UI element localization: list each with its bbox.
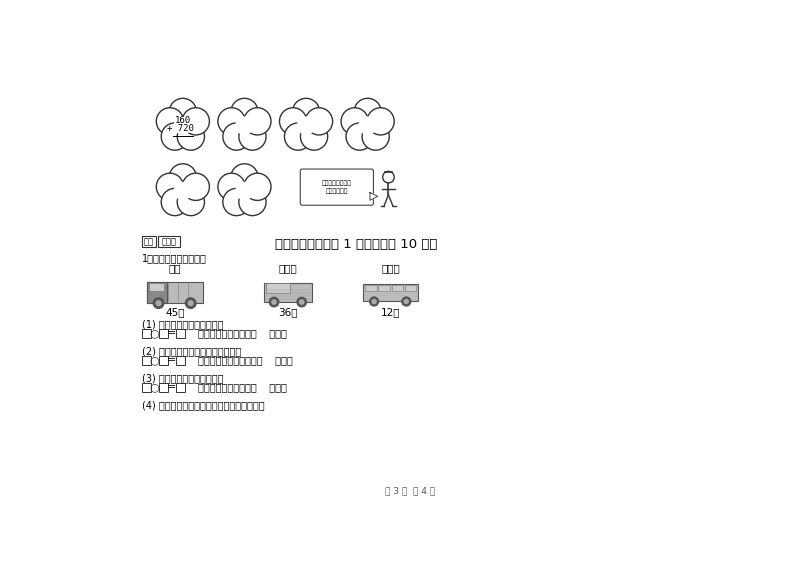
Circle shape [218, 173, 245, 201]
Text: 答：面包车和大客车共（    ）辆。: 答：面包车和大客车共（ ）辆。 [198, 355, 293, 366]
Text: 要认真写字，可爱
的动动脑呢！: 要认真写字，可爱 的动动脑呢！ [322, 180, 352, 194]
Circle shape [170, 164, 197, 191]
Bar [391, 285, 403, 292]
Text: =: = [166, 383, 176, 392]
Circle shape [188, 301, 193, 306]
Circle shape [231, 164, 258, 191]
Text: + 720: + 720 [167, 124, 194, 133]
Circle shape [367, 108, 394, 135]
Circle shape [156, 108, 183, 135]
Circle shape [162, 188, 189, 216]
Text: 36辆: 36辆 [278, 307, 298, 317]
Text: (4) 你还能提出什么数学问题并列式解答吗？: (4) 你还能提出什么数学问题并列式解答吗？ [142, 400, 265, 410]
Circle shape [346, 123, 374, 150]
Circle shape [162, 123, 189, 150]
Circle shape [354, 98, 382, 125]
Bar [142, 236, 156, 247]
Circle shape [156, 173, 183, 201]
Circle shape [235, 116, 254, 135]
Text: 45辆: 45辆 [166, 307, 185, 317]
Text: (1) 卡车比面包车多多少辆？: (1) 卡车比面包车多多少辆？ [142, 319, 223, 329]
Circle shape [285, 123, 312, 150]
Circle shape [223, 188, 250, 216]
Circle shape [244, 173, 271, 201]
Bar [405, 285, 416, 292]
Bar [363, 284, 418, 301]
Text: (2) 面包车和大客车一共有多少辆？: (2) 面包车和大客车一共有多少辆？ [142, 346, 242, 356]
Circle shape [186, 298, 196, 308]
Circle shape [235, 182, 254, 200]
Text: 大客车: 大客车 [382, 263, 400, 273]
Circle shape [382, 171, 394, 183]
Circle shape [299, 300, 304, 304]
Circle shape [272, 300, 276, 304]
Text: ○: ○ [150, 383, 159, 392]
Text: =: = [166, 355, 176, 366]
Circle shape [279, 108, 306, 135]
Circle shape [156, 301, 161, 306]
Bar [147, 282, 203, 303]
Circle shape [358, 116, 377, 135]
Circle shape [223, 123, 250, 150]
Bar [266, 284, 290, 293]
Text: 160: 160 [174, 116, 191, 125]
Circle shape [402, 297, 410, 306]
Bar [176, 329, 185, 338]
Bar [142, 356, 151, 365]
Text: 面包车: 面包车 [279, 263, 298, 273]
Text: 评卷人: 评卷人 [162, 237, 177, 246]
Text: 1、根据图片信息解题。: 1、根据图片信息解题。 [142, 253, 207, 263]
Circle shape [341, 108, 368, 135]
Circle shape [239, 188, 266, 216]
Bar [159, 329, 168, 338]
Circle shape [372, 299, 376, 303]
Bar [176, 356, 185, 365]
Circle shape [178, 123, 205, 150]
Circle shape [301, 123, 328, 150]
Circle shape [362, 123, 390, 150]
Circle shape [297, 297, 306, 307]
Bar [159, 383, 168, 392]
Bar [142, 329, 151, 338]
Circle shape [306, 108, 333, 135]
Text: 卡车: 卡车 [169, 263, 182, 273]
Circle shape [244, 108, 271, 135]
Circle shape [239, 123, 266, 150]
Text: 得分: 得分 [144, 237, 154, 246]
Text: ○: ○ [150, 328, 159, 338]
Circle shape [154, 298, 164, 308]
Text: =: = [166, 328, 176, 338]
Bar [158, 236, 180, 247]
Bar [265, 284, 312, 302]
Text: 第 3 页  共 4 页: 第 3 页 共 4 页 [385, 487, 435, 496]
Polygon shape [370, 193, 378, 200]
Circle shape [174, 116, 192, 135]
Circle shape [182, 173, 210, 201]
Bar [176, 383, 185, 392]
Bar [378, 285, 390, 292]
Text: ○: ○ [150, 355, 159, 366]
Circle shape [218, 108, 245, 135]
Circle shape [293, 98, 320, 125]
Circle shape [270, 297, 278, 307]
Text: 12辆: 12辆 [381, 307, 401, 317]
Circle shape [370, 297, 378, 306]
Text: 十一、附加题（共 1 大题，共计 10 分）: 十一、附加题（共 1 大题，共计 10 分） [275, 238, 438, 251]
Text: 答：大客车比卡车少（    ）辆。: 答：大客车比卡车少（ ）辆。 [198, 383, 287, 392]
Circle shape [404, 299, 408, 303]
Bar [147, 282, 167, 303]
Circle shape [178, 188, 205, 216]
Bar [159, 356, 168, 365]
Bar [149, 283, 165, 291]
Circle shape [182, 108, 210, 135]
FancyBboxPatch shape [300, 169, 374, 205]
Circle shape [174, 182, 192, 200]
Circle shape [297, 116, 315, 135]
Circle shape [231, 98, 258, 125]
Circle shape [170, 98, 197, 125]
Text: 答：卡车比面包车多（    ）辆。: 答：卡车比面包车多（ ）辆。 [198, 328, 287, 338]
Bar [142, 383, 151, 392]
Bar [366, 285, 377, 292]
Text: (3) 大客车比卡车少多少辆？: (3) 大客车比卡车少多少辆？ [142, 373, 223, 383]
